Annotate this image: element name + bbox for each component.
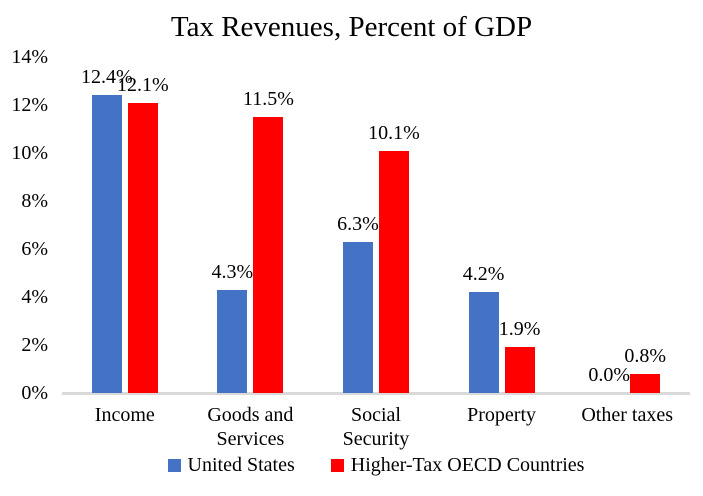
bar-united-states-social-security: 6.3% bbox=[337, 214, 379, 393]
category-label-social-security: Social Security bbox=[342, 404, 410, 450]
y-axis-tick-label: 14% bbox=[11, 46, 48, 68]
y-axis-tick-label: 10% bbox=[11, 142, 48, 164]
bar-higher-tax-oecd-countries-income: 12.1% bbox=[117, 75, 169, 393]
bar-higher-tax-oecd-countries-other-taxes: 0.8% bbox=[624, 346, 666, 393]
bar-data-label: 12.4% bbox=[80, 66, 133, 89]
y-axis-tick-label: 0% bbox=[21, 382, 48, 404]
bar-data-label: 11.5% bbox=[242, 88, 294, 110]
bar-group-property: 4.2% 1.9% bbox=[439, 57, 565, 393]
category-label-other-taxes: Other taxes bbox=[581, 404, 673, 426]
bar-united-states-property: 4.2% bbox=[463, 264, 504, 393]
bar-united-states-goods-and-services: 4.3% bbox=[212, 262, 253, 393]
plot-area: 12.4% 12.1% 4.3% 11.5% 6.3% 10.1% 4.2% 1.9% 0.0%… bbox=[62, 57, 690, 395]
y-axis-tick-label: 8% bbox=[21, 190, 48, 212]
bar-data-label: 10.1% bbox=[368, 121, 420, 144]
legend: United States Higher-Tax OECD Countries bbox=[62, 455, 690, 475]
category-label-goods-and-services: Goods and Services bbox=[207, 404, 294, 450]
bar-group-other-taxes: 0.0% 0.8% bbox=[564, 57, 690, 393]
y-axis-tick-label: 4% bbox=[21, 286, 48, 308]
category-label-property: Property bbox=[467, 404, 537, 426]
bar-data-label: 12.1% bbox=[116, 73, 169, 96]
x-axis-category-labels: Income Goods and Services Social Security P… bbox=[62, 403, 690, 451]
legend-swatch-icon bbox=[330, 458, 344, 472]
bar-higher-tax-oecd-countries-property: 1.9% bbox=[499, 319, 540, 393]
bar-united-states-income: 12.4% bbox=[81, 67, 133, 393]
y-axis-tick-label: 6% bbox=[21, 238, 48, 260]
bar-group-income: 12.4% 12.1% bbox=[62, 57, 188, 393]
bar-data-label: 0.0% bbox=[588, 364, 631, 386]
y-axis-tick-label: 2% bbox=[21, 334, 48, 356]
legend-label: Higher-Tax OECD Countries bbox=[350, 454, 585, 476]
bar-data-label: 0.8% bbox=[624, 344, 667, 367]
bar-higher-tax-oecd-countries-goods-and-services: 11.5% bbox=[243, 89, 294, 393]
y-axis-tick-label: 12% bbox=[11, 94, 48, 116]
chart-title: Tax Revenues, Percent of GDP bbox=[170, 11, 533, 43]
bar-data-label: 1.9% bbox=[498, 318, 541, 341]
y-axis: 0% 2% 4% 6% 8% 10% 12% 14% bbox=[0, 47, 48, 403]
bar-data-label: 6.3% bbox=[337, 212, 379, 235]
bar-data-label: 4.2% bbox=[462, 263, 505, 286]
bar-higher-tax-oecd-countries-social-security: 10.1% bbox=[368, 123, 420, 393]
legend-item-united-states: United States bbox=[167, 454, 295, 476]
x-axis-line bbox=[62, 392, 690, 395]
bar-group-goods-and-services: 4.3% 11.5% bbox=[188, 57, 314, 393]
legend-item-higher-tax-oecd-countries: Higher-Tax OECD Countries bbox=[330, 454, 585, 476]
category-label-income: Income bbox=[94, 404, 155, 426]
legend-label: United States bbox=[187, 454, 295, 476]
bar-data-label: 4.3% bbox=[211, 260, 254, 283]
legend-swatch-icon bbox=[167, 458, 181, 472]
bar-group-social-security: 6.3% 10.1% bbox=[313, 57, 439, 393]
